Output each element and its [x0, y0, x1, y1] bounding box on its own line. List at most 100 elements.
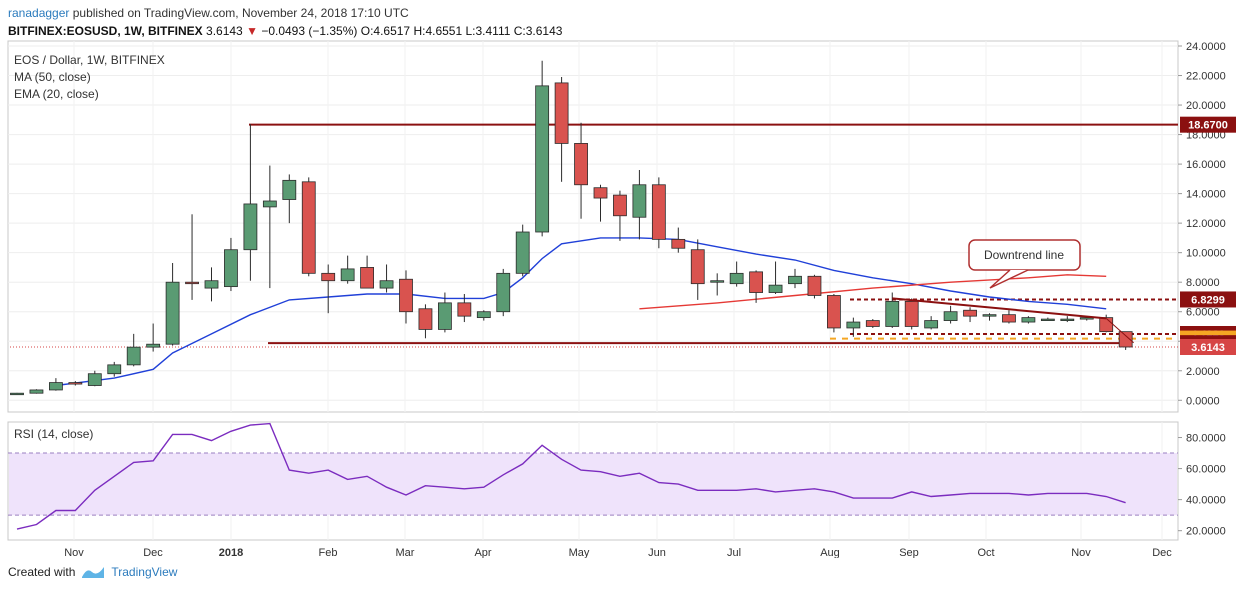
candle-body [49, 382, 63, 391]
candle-body [10, 392, 24, 396]
candle-body [535, 85, 550, 233]
price-chart[interactable]: 0.00002.00004.00006.00008.000010.000012.… [0, 40, 1240, 558]
ohlc-values: O:4.6517 H:4.6551 L:3.4111 C:3.6143 [360, 24, 563, 38]
candle-body [87, 373, 102, 386]
candle-body [165, 281, 180, 345]
candle-body [29, 389, 44, 394]
candle-body [885, 300, 900, 327]
downtrend-callout: Downtrend line [968, 239, 1081, 289]
price-tick-label: 24.0000 [1186, 41, 1226, 53]
publish-line: ranadagger published on TradingView.com,… [8, 6, 409, 20]
price-tick-label: 6.0000 [1186, 307, 1220, 319]
candle-body [807, 275, 822, 296]
candle-body [554, 82, 569, 144]
candle-body [613, 194, 627, 217]
candle-body [651, 184, 666, 240]
candle-body [632, 184, 647, 218]
candle-body [224, 249, 238, 288]
tradingview-link[interactable]: TradingView [111, 565, 178, 579]
price-level-tag [1180, 338, 1236, 355]
rsi-tick-label: 40.0000 [1186, 495, 1226, 507]
candle-body [729, 272, 744, 285]
price-tick-label: 8.0000 [1186, 277, 1220, 289]
indicator-label: EMA (20, close) [14, 87, 99, 101]
price-tick-label: 2.0000 [1186, 366, 1220, 378]
rsi-line [16, 422, 1126, 530]
candle-body [340, 268, 355, 282]
time-tick-label: Jul [727, 547, 741, 558]
time-tick-label: Nov [1071, 547, 1091, 558]
candle-body [1060, 318, 1075, 321]
candle-body [710, 280, 725, 283]
symbol-name: BITFINEX:EOSUSD, 1W, BITFINEX [8, 24, 203, 38]
candle-body [1099, 317, 1114, 333]
published-text: published on TradingView.com, November 2… [72, 6, 409, 20]
ma50-line [639, 274, 1107, 310]
time-tick-label: Apr [474, 547, 491, 558]
candle-body [768, 284, 783, 293]
candle-body [204, 280, 219, 289]
candle-body [515, 231, 530, 274]
time-tick-label: Oct [977, 547, 994, 558]
price-tick-label: 12.0000 [1186, 218, 1226, 230]
time-tick-label: Nov [64, 547, 84, 558]
candle-body [476, 311, 491, 319]
candle-body [437, 302, 452, 330]
price-level-tag [1180, 116, 1236, 133]
candle-body [1079, 317, 1094, 320]
candle-body [282, 179, 297, 200]
candle-body [749, 271, 763, 293]
candle-body [379, 280, 394, 289]
candle-body [574, 143, 588, 186]
candle-body [593, 187, 608, 199]
symbol-line: BITFINEX:EOSUSD, 1W, BITFINEX 3.6143 ▼ −… [8, 24, 562, 38]
time-tick-label: May [569, 547, 590, 558]
rsi-tick-label: 60.0000 [1186, 464, 1226, 476]
last-price: 3.6143 [206, 24, 243, 38]
candle-body [904, 300, 919, 327]
candle-body [671, 238, 686, 249]
tradingview-logo-icon [82, 567, 105, 578]
candle-body [126, 346, 141, 366]
candle-body [457, 302, 472, 317]
time-tick-label: Jun [648, 547, 666, 558]
rsi-tick-label: 80.0000 [1186, 433, 1226, 445]
candle-body [262, 200, 277, 208]
footer: Created with TradingView [8, 565, 177, 579]
time-tick-label: Mar [396, 547, 415, 558]
candle-body [788, 275, 802, 285]
rsi-band [9, 453, 1177, 516]
price-tick-label: 16.0000 [1186, 159, 1226, 171]
candle-body [418, 308, 433, 330]
candle-body [865, 320, 880, 327]
indicator-label: MA (50, close) [14, 70, 91, 84]
price-pane [7, 40, 1179, 413]
candle-body [68, 382, 83, 385]
downtrend-line [892, 297, 1107, 320]
candle-body [146, 343, 161, 348]
candle-body [846, 321, 861, 329]
created-with-label: Created with [8, 565, 76, 579]
down-arrow-icon: ▼ [246, 24, 258, 38]
chart-title: EOS / Dollar, 1W, BITFINEX [14, 53, 165, 67]
candle-body [690, 249, 705, 285]
author-link[interactable]: ranadagger [8, 6, 70, 20]
candle-body [943, 311, 958, 321]
candle-body [360, 267, 375, 289]
candle-body [496, 272, 511, 313]
callout-text: Downtrend line [984, 248, 1064, 262]
candle-body [399, 278, 413, 313]
price-level-label: 18.6700 [1188, 120, 1228, 132]
time-tick-label: Dec [143, 547, 163, 558]
candle-body [107, 364, 122, 375]
candle-body [1040, 318, 1055, 321]
candle-body [321, 272, 336, 282]
rsi-label: RSI (14, close) [14, 427, 93, 441]
price-tick-label: 10.0000 [1186, 248, 1226, 260]
price-tick-label: 22.0000 [1186, 71, 1226, 83]
rsi-tick-label: 20.0000 [1186, 526, 1226, 538]
price-tick-label: 0.0000 [1186, 395, 1220, 407]
candle-body [1002, 314, 1016, 323]
candle-body [243, 203, 258, 251]
price-level-tag [1180, 291, 1236, 308]
